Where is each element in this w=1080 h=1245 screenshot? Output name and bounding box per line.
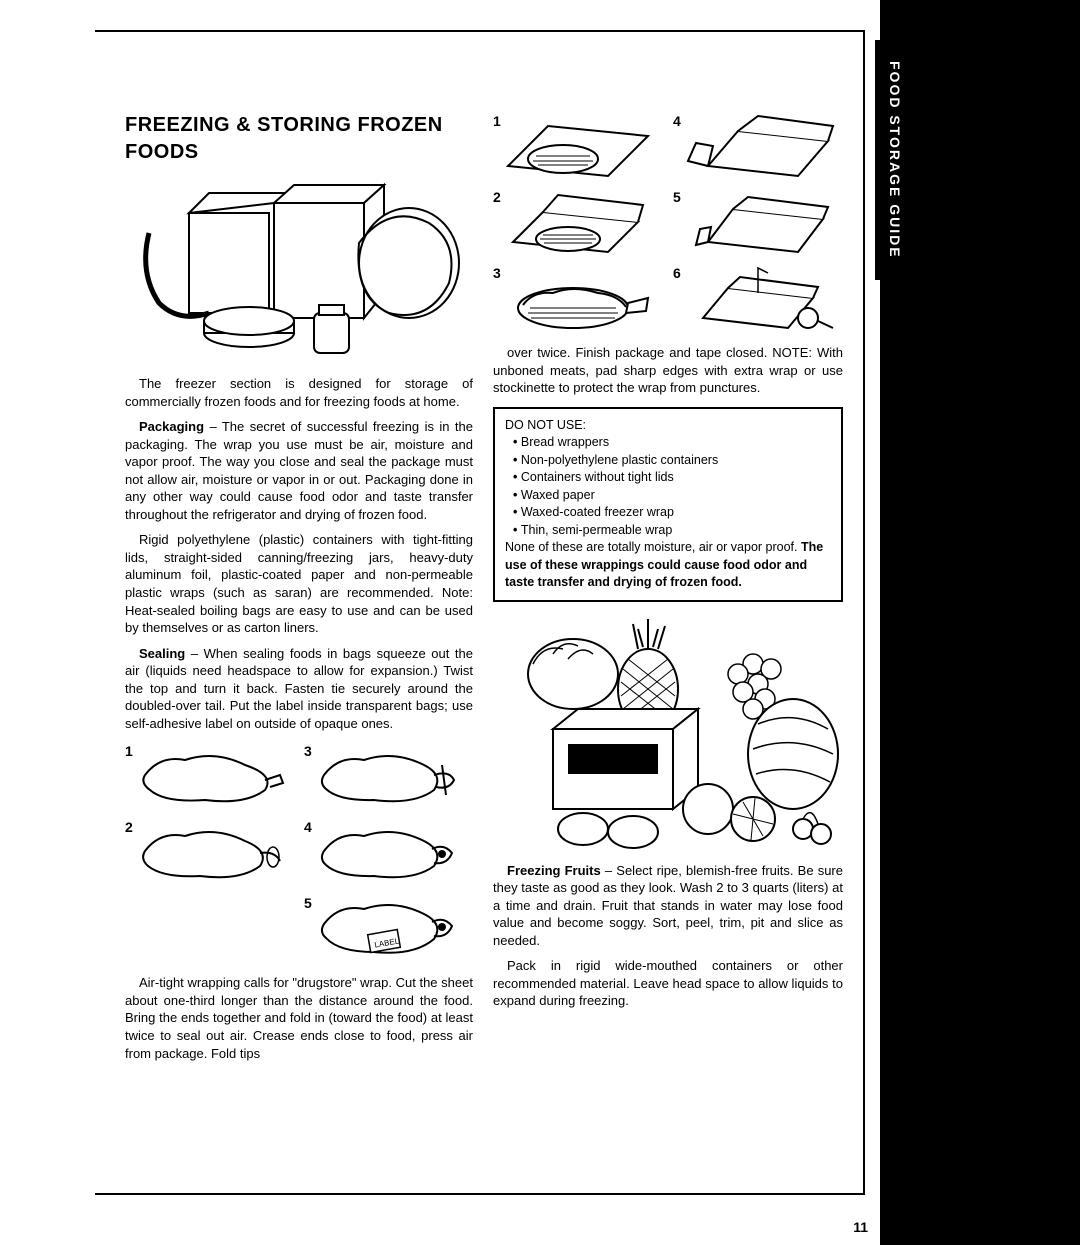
wrap-illus-1: 1	[493, 112, 663, 182]
left-column: FREEZING & STORING FROZEN FOODS	[125, 112, 473, 1070]
wrap-num-1: 1	[493, 112, 501, 131]
bag-illus-3: 3	[304, 742, 473, 812]
sealing-para: Sealing – When sealing foods in bags squ…	[125, 645, 473, 733]
fruits-illustration	[493, 612, 843, 852]
right-column: 1 4	[493, 112, 843, 1070]
wrap-num-5: 5	[673, 188, 681, 207]
packaging-para: Packaging – The secret of successful fre…	[125, 418, 473, 523]
box-item: Non-polyethylene plastic containers	[513, 452, 831, 470]
bag-illustrations: 1 3	[125, 742, 473, 964]
box-item: Waxed paper	[513, 487, 831, 505]
do-not-use-box: DO NOT USE: Bread wrappers Non-polyethyl…	[493, 407, 843, 602]
illus-num-1: 1	[125, 742, 133, 761]
box-footer-plain: None of these are totally moisture, air …	[505, 540, 801, 554]
box-item: Bread wrappers	[513, 434, 831, 452]
bag-illus-2: 2	[125, 818, 294, 888]
columns: FREEZING & STORING FROZEN FOODS	[125, 112, 843, 1070]
fruits-para-1: Freezing Fruits – Select ripe, blemish-f…	[493, 862, 843, 950]
wrap-num-4: 4	[673, 112, 681, 131]
wrap-illus-2: 2	[493, 188, 663, 258]
wrap-illus-3: 3	[493, 264, 663, 334]
box-footer: None of these are totally moisture, air …	[505, 539, 831, 592]
illus-num-4: 4	[304, 818, 312, 837]
sealing-lead: Sealing	[139, 646, 185, 661]
wrap-illustrations: 1 4	[493, 112, 843, 334]
bag-illus-5: 5 LABEL	[304, 894, 473, 964]
box-header: DO NOT USE:	[505, 417, 831, 435]
box-list: Bread wrappers Non-polyethylene plastic …	[505, 434, 831, 539]
content-frame: FREEZING & STORING FROZEN FOODS	[95, 30, 865, 1195]
airtight-para: Air-tight wrapping calls for "drugstore"…	[125, 974, 473, 1062]
bag-illus-1: 1	[125, 742, 294, 812]
page-title: FREEZING & STORING FROZEN FOODS	[125, 112, 473, 166]
box-item: Containers without tight lids	[513, 469, 831, 487]
hero-illustration	[125, 170, 473, 365]
packaging-text: – The secret of successful freezing is i…	[125, 419, 473, 522]
intro-para: The freezer section is designed for stor…	[125, 375, 473, 410]
wrap-num-3: 3	[493, 264, 501, 283]
wrap-num-6: 6	[673, 264, 681, 283]
rigid-para: Rigid polyethylene (plastic) containers …	[125, 531, 473, 636]
box-item: Thin, semi-permeable wrap	[513, 522, 831, 540]
overtwice-para: over twice. Finish package and tape clos…	[493, 344, 843, 397]
box-item: Waxed-coated freezer wrap	[513, 504, 831, 522]
fruits-para-2: Pack in rigid wide-mouthed containers or…	[493, 957, 843, 1010]
bag-illus-4: 4	[304, 818, 473, 888]
illus-num-2: 2	[125, 818, 133, 837]
page-number: 11	[853, 1219, 868, 1235]
illus-num-5: 5	[304, 894, 312, 913]
fruits-lead: Freezing Fruits	[507, 863, 601, 878]
page: FOOD STORAGE GUIDE FREEZING & STORING FR…	[0, 0, 1080, 1245]
packaging-lead: Packaging	[139, 419, 204, 434]
wrap-num-2: 2	[493, 188, 501, 207]
wrap-illus-6: 6	[673, 264, 843, 334]
illus-num-3: 3	[304, 742, 312, 761]
wrap-illus-4: 4	[673, 112, 843, 182]
wrap-illus-5: 5	[673, 188, 843, 258]
side-tab: FOOD STORAGE GUIDE	[875, 40, 915, 280]
